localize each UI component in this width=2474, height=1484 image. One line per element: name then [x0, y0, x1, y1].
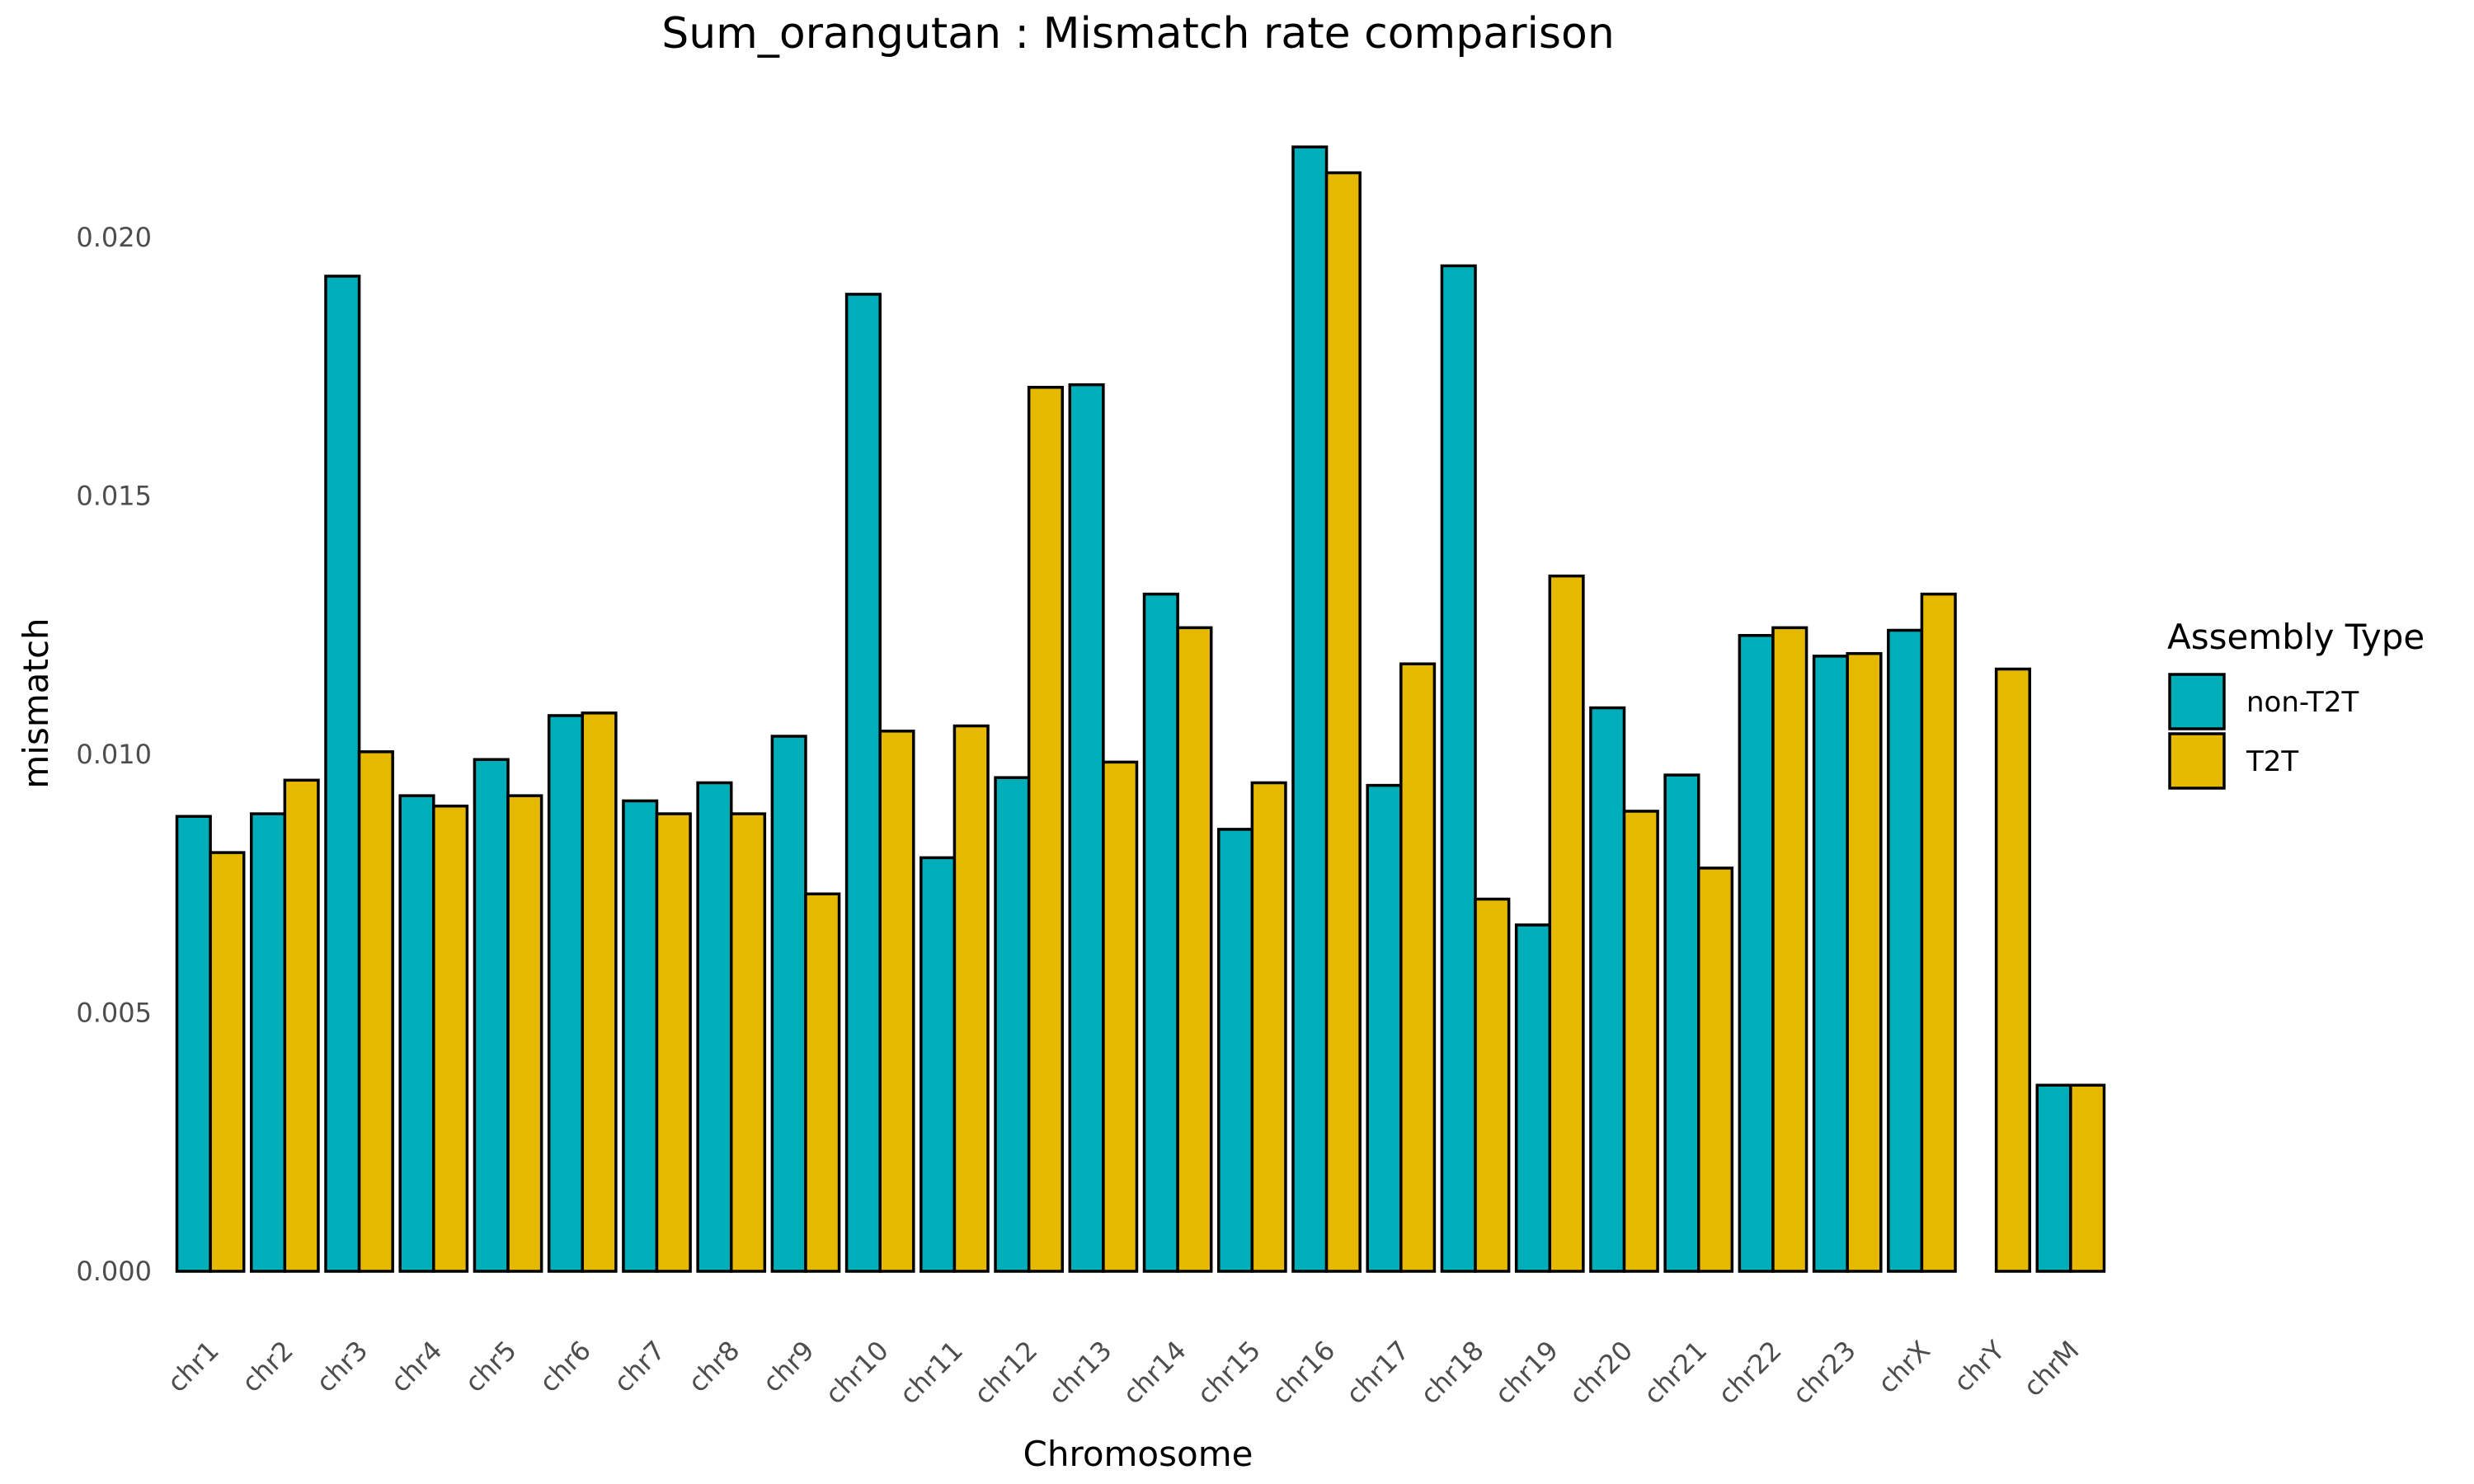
- x-tick-label: chr21: [1638, 1335, 1714, 1411]
- x-tick-label: chr3: [310, 1335, 374, 1398]
- bar-t2t-chr21: [1696, 866, 1734, 1273]
- x-tick-label: chr5: [459, 1335, 522, 1398]
- legend-title: Assembly Type: [2167, 617, 2425, 657]
- bar-non-t2t-chr2: [249, 812, 287, 1273]
- x-tick-label: chrX: [1872, 1335, 1936, 1399]
- bar-t2t-chrM: [2069, 1083, 2106, 1273]
- bar-non-t2t-chr13: [1068, 383, 1105, 1273]
- bar-non-t2t-chr21: [1663, 773, 1700, 1273]
- legend-label: T2T: [2246, 745, 2298, 778]
- bar-t2t-chr1: [209, 851, 246, 1273]
- x-tick-label: chr22: [1712, 1335, 1788, 1411]
- x-tick-label: chr9: [756, 1335, 820, 1398]
- x-tick-label: chr18: [1414, 1335, 1490, 1411]
- x-tick-label: chr1: [161, 1335, 224, 1398]
- bar-non-t2t-chr19: [1514, 923, 1552, 1273]
- bar-t2t-chrY: [1994, 667, 2031, 1273]
- bar-t2t-chr6: [581, 711, 618, 1273]
- bar-non-t2t-chr5: [473, 758, 510, 1273]
- bar-non-t2t-chr20: [1589, 706, 1626, 1273]
- bar-non-t2t-chr10: [844, 293, 882, 1273]
- bar-non-t2t-chr7: [622, 799, 659, 1273]
- bar-t2t-chr11: [952, 724, 990, 1273]
- bar-non-t2t-chrM: [2035, 1083, 2072, 1273]
- y-axis-ticks: 0.000 0.005 0.010 0.015 0.020: [76, 222, 152, 1287]
- x-tick-label: chr10: [819, 1335, 895, 1411]
- bar-t2t-chr22: [1771, 626, 1808, 1273]
- bar-t2t-chr8: [729, 812, 767, 1273]
- bar-non-t2t-chr12: [994, 776, 1031, 1273]
- bars: [175, 145, 2106, 1273]
- x-tick-label: chr23: [1786, 1335, 1862, 1411]
- bar-t2t-chr3: [357, 750, 394, 1273]
- bar-non-t2t-chr23: [1812, 655, 1849, 1273]
- bar-non-t2t-chr3: [324, 275, 361, 1273]
- bar-t2t-chr4: [432, 804, 469, 1273]
- bar-t2t-chr5: [506, 794, 543, 1273]
- legend-swatch-t2t: [2168, 732, 2226, 790]
- x-tick-label: chr19: [1489, 1335, 1564, 1411]
- bar-t2t-chr15: [1250, 781, 1287, 1273]
- y-tick-label: 0.005: [76, 997, 152, 1028]
- bar-t2t-chr19: [1548, 574, 1585, 1273]
- x-tick-label: chr15: [1191, 1335, 1267, 1411]
- bar-t2t-chr18: [1474, 897, 1511, 1273]
- x-tick-label: chr17: [1340, 1335, 1416, 1411]
- bar-non-t2t-chr14: [1142, 592, 1179, 1273]
- bar-t2t-chr17: [1399, 662, 1437, 1273]
- x-tick-label: chrY: [1948, 1334, 2011, 1397]
- bar-non-t2t-chr9: [770, 735, 807, 1273]
- x-tick-label: chr16: [1266, 1335, 1342, 1411]
- bar-t2t-chr2: [283, 778, 320, 1273]
- y-tick-label: 0.020: [76, 222, 152, 253]
- x-tick-label: chr20: [1563, 1335, 1639, 1411]
- bar-non-t2t-chr18: [1440, 264, 1477, 1273]
- bar-non-t2t-chr22: [1738, 634, 1775, 1273]
- bar-non-t2t-chr1: [175, 815, 212, 1273]
- bar-t2t-chr7: [655, 812, 692, 1273]
- bar-non-t2t-chr16: [1291, 145, 1329, 1273]
- legend-items: non-T2T T2T: [2168, 673, 2359, 790]
- x-tick-label: chr2: [236, 1335, 299, 1398]
- bar-t2t-chr13: [1102, 760, 1139, 1273]
- x-tick-label: chr11: [893, 1335, 969, 1411]
- bar-t2t-chr16: [1324, 171, 1362, 1273]
- bar-non-t2t-chr8: [696, 781, 733, 1273]
- legend: Assembly Type non-T2T T2T: [2167, 617, 2425, 790]
- y-tick-label: 0.015: [76, 480, 152, 511]
- bar-t2t-chr12: [1027, 386, 1065, 1273]
- bar-non-t2t-chr15: [1216, 828, 1254, 1273]
- bar-non-t2t-chrX: [1887, 628, 1924, 1273]
- x-axis-ticks: chr1 chr2 chr3 chr4 chr5 chr6 chr7 chr8 chr9chr1…: [161, 1334, 2085, 1410]
- x-tick-label: chr12: [968, 1335, 1044, 1411]
- bar-t2t-chr9: [804, 892, 841, 1273]
- x-tick-label: chr8: [682, 1335, 745, 1398]
- x-tick-label: chrM: [2017, 1335, 2085, 1402]
- y-axis-title: mismatch: [16, 618, 56, 788]
- chart-title: Sum_orangutan : Mismatch rate comparison: [661, 9, 1615, 59]
- x-tick-label: chr6: [534, 1335, 597, 1398]
- legend-label: non-T2T: [2246, 686, 2359, 719]
- bar-non-t2t-chr17: [1366, 783, 1403, 1273]
- bar-t2t-chr23: [1846, 651, 1883, 1273]
- y-tick-label: 0.010: [76, 739, 152, 770]
- bar-non-t2t-chr6: [547, 714, 585, 1273]
- bar-non-t2t-chr11: [920, 856, 957, 1273]
- bar-non-t2t-chr4: [398, 794, 435, 1273]
- bar-t2t-chr10: [878, 730, 915, 1273]
- x-tick-label: chr4: [384, 1335, 448, 1398]
- legend-swatch-non-t2t: [2168, 673, 2226, 730]
- x-tick-label: chr14: [1117, 1335, 1192, 1411]
- x-axis-title: Chromosome: [1023, 1434, 1253, 1474]
- x-tick-label: chr7: [608, 1335, 671, 1398]
- bar-t2t-chr20: [1622, 810, 1659, 1273]
- bar-t2t-chrX: [1920, 592, 1957, 1273]
- x-tick-label: chr13: [1042, 1335, 1118, 1411]
- bar-t2t-chr14: [1176, 626, 1213, 1273]
- y-tick-label: 0.000: [76, 1256, 152, 1287]
